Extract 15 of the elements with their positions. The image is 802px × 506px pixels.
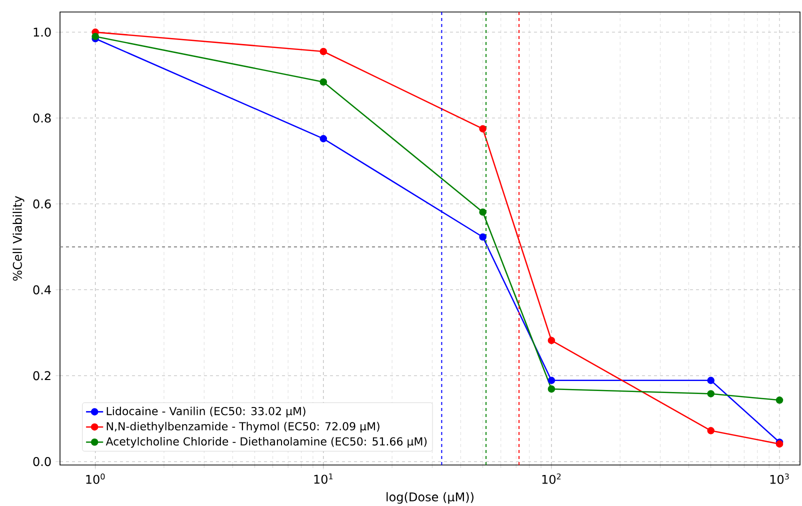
y-tick-label: 0.4	[33, 285, 51, 294]
x-tick-label: 10$^{0}$	[86, 473, 105, 484]
legend-label: Acetylcholine Chloride - Diethanolamine (EC50: 51.66 µM)	[106, 437, 427, 448]
y-tick-label: 0.2	[33, 371, 50, 380]
y-tick-label: 0.8	[33, 114, 51, 123]
y-tick-label: 0.0	[33, 457, 51, 466]
y-tick-label: 0.6	[33, 199, 51, 208]
legend-label: Lidocaine - Vanilin (EC50: 33.02 µM)	[106, 406, 306, 418]
x-tick-label: 10$^{3}$	[770, 473, 789, 484]
legend-label: N,N-diethylbenzamide - Thymol (EC50: 72.09 µM)	[106, 422, 380, 433]
x-tick-label: 10$^{2}$	[542, 473, 561, 484]
x-tick-label: 10$^{1}$	[314, 473, 333, 484]
y-tick-label: 1.0	[34, 28, 51, 37]
y-axis-title: %Cell Viability	[12, 196, 24, 281]
x-axis-title: log(Dose (µM))	[386, 492, 474, 504]
